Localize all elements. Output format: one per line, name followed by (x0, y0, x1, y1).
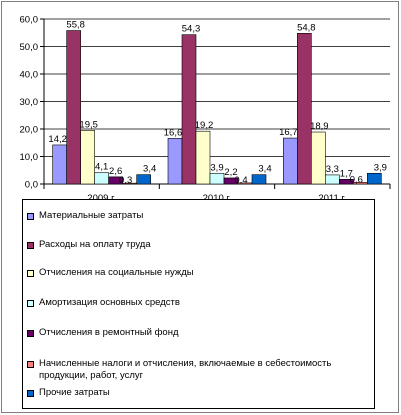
category-label: 2010 г. (203, 193, 232, 200)
legend-item: Материальные затраты (27, 210, 369, 222)
data-label: 19,5 (79, 119, 98, 130)
data-label: 18,9 (310, 121, 329, 132)
data-label: 3,4 (143, 164, 156, 175)
legend-item: Прочие затраты (27, 387, 369, 399)
data-label: 14,2 (48, 134, 67, 145)
data-label: 16,6 (164, 127, 183, 138)
legend-item: Амортизация основных средств (27, 297, 369, 309)
legend: Материальные затраты Расходы на оплату тр… (22, 199, 375, 409)
y-tick-label: 50,0 (20, 42, 39, 53)
bar (209, 172, 225, 185)
legend-swatch (27, 361, 34, 368)
legend-item: Отчисления на социальные нужды (27, 267, 369, 279)
data-label: 2,6 (109, 166, 122, 177)
bar (94, 172, 109, 185)
bar (108, 176, 123, 185)
category-label: 2009 г. (87, 193, 116, 200)
data-label: 3,9 (374, 162, 387, 173)
data-label: 3,4 (258, 164, 271, 175)
bar (325, 174, 340, 185)
bar (251, 174, 267, 185)
legend-label: Расходы на оплату труда (39, 239, 151, 250)
y-tick-label: 10,0 (20, 152, 39, 163)
legend-swatch (27, 330, 34, 337)
data-label: 0,4 (234, 175, 247, 186)
legend-label: Прочие затраты (39, 387, 110, 398)
data-label: 1,7 (340, 168, 353, 179)
legend-item: Расходы на оплату труда (27, 239, 369, 251)
y-tick-label: 20,0 (20, 125, 39, 136)
legend-swatch (27, 390, 34, 397)
bar (297, 32, 312, 185)
data-label: 3,9 (210, 162, 223, 173)
legend-swatch (27, 242, 34, 249)
y-tick-label: 30,0 (20, 97, 39, 108)
bar (195, 130, 211, 185)
legend-swatch (27, 213, 34, 220)
data-label: 54,3 (182, 24, 201, 35)
bar (223, 177, 239, 185)
data-label: 19,2 (195, 120, 214, 131)
bar (181, 34, 197, 185)
bar (311, 131, 326, 185)
legend-label: Отчисления в ремонтный фонд (39, 327, 179, 338)
bar (167, 138, 183, 185)
data-label: 54,8 (297, 22, 316, 33)
category-label: 2011 г. (318, 193, 346, 200)
y-tick-label: 40,0 (20, 70, 39, 81)
data-label: 0,3 (119, 175, 132, 186)
data-label: 16,7 (279, 127, 298, 138)
data-label: 3,3 (326, 164, 339, 175)
chart-canvas: 0,0 10,0 20,0 30,0 40,0 50,0 60,0 14,2 55,8 19,5 4… (20, 15, 391, 200)
legend-swatch (27, 270, 34, 277)
data-label: 2,2 (224, 167, 237, 178)
data-label: 55,8 (66, 20, 85, 31)
data-label: 0,6 (350, 174, 363, 185)
legend-label: Отчисления на социальные нужды (39, 267, 194, 278)
bar (136, 174, 151, 185)
legend-label: Амортизация основных средств (39, 297, 180, 308)
bar (80, 130, 95, 185)
legend-label: Начисленные налоги и отчисления, включае… (39, 358, 332, 381)
data-label: 4,1 (95, 162, 108, 173)
legend-item: Начисленные налоги и отчисления, включае… (27, 358, 369, 382)
bar (52, 144, 67, 185)
bar (367, 172, 382, 185)
legend-item: Отчисления в ремонтный фонд (27, 327, 369, 339)
bar (283, 137, 298, 185)
legend-label: Материальные затраты (39, 210, 144, 221)
legend-swatch (27, 300, 34, 307)
y-tick-label: 60,0 (20, 15, 39, 26)
bar (66, 30, 81, 185)
y-tick-label: 0,0 (25, 180, 38, 191)
bar (339, 179, 354, 185)
